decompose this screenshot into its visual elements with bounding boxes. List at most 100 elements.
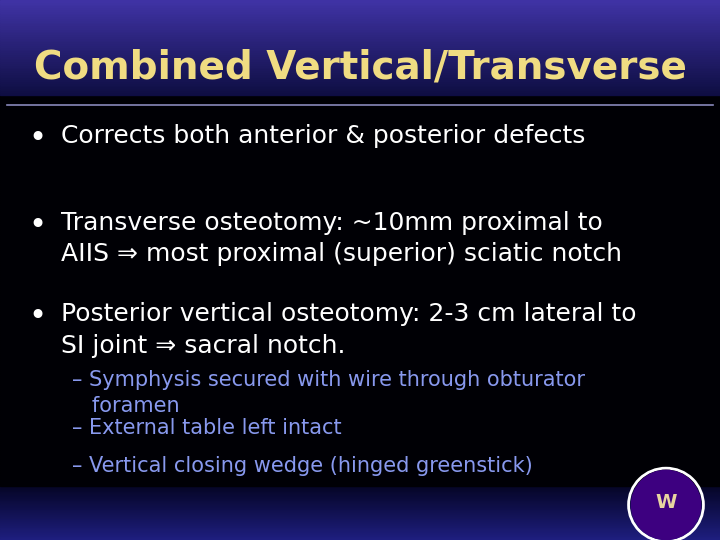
Bar bbox=[0, 427, 720, 428]
Bar bbox=[0, 331, 720, 333]
Bar bbox=[0, 22, 720, 23]
Bar bbox=[0, 27, 720, 29]
Bar bbox=[0, 509, 720, 511]
Bar bbox=[0, 216, 720, 218]
Bar bbox=[0, 286, 720, 288]
Bar bbox=[0, 47, 720, 49]
Bar bbox=[0, 58, 720, 59]
Bar bbox=[0, 297, 720, 299]
Bar bbox=[0, 32, 720, 34]
Bar bbox=[0, 279, 720, 281]
Bar bbox=[0, 423, 720, 425]
Bar bbox=[0, 65, 720, 66]
Bar bbox=[0, 178, 720, 180]
Bar bbox=[0, 147, 720, 150]
Bar bbox=[0, 339, 720, 340]
Bar bbox=[0, 301, 720, 302]
Text: – Symphysis secured with wire through obturator
   foramen: – Symphysis secured with wire through ob… bbox=[72, 370, 585, 415]
Bar bbox=[0, 317, 720, 319]
Bar bbox=[0, 434, 720, 436]
Bar bbox=[0, 31, 720, 32]
Bar bbox=[0, 367, 720, 369]
Bar bbox=[0, 477, 720, 479]
Bar bbox=[0, 164, 720, 166]
Bar bbox=[0, 88, 720, 90]
Bar bbox=[0, 312, 720, 313]
Text: •: • bbox=[29, 302, 47, 332]
Bar bbox=[0, 166, 720, 167]
Bar bbox=[0, 236, 720, 238]
Bar bbox=[0, 70, 720, 72]
Bar bbox=[0, 360, 720, 362]
Bar bbox=[0, 211, 720, 212]
Bar bbox=[0, 376, 720, 378]
Bar bbox=[0, 393, 720, 394]
Bar bbox=[0, 290, 720, 292]
Bar bbox=[0, 12, 720, 15]
Bar bbox=[0, 302, 720, 304]
Bar bbox=[0, 97, 720, 99]
Bar bbox=[0, 385, 720, 387]
Bar bbox=[0, 263, 720, 265]
Bar bbox=[0, 333, 720, 335]
Bar bbox=[0, 531, 720, 533]
Bar bbox=[0, 7, 720, 9]
Bar bbox=[0, 227, 720, 228]
Bar bbox=[0, 221, 720, 223]
Bar bbox=[0, 437, 720, 439]
Text: •: • bbox=[29, 211, 47, 240]
Bar bbox=[0, 309, 720, 312]
Bar bbox=[0, 482, 720, 484]
Text: Corrects both anterior & posterior defects: Corrects both anterior & posterior defec… bbox=[61, 124, 585, 148]
Bar bbox=[0, 491, 720, 493]
Bar bbox=[0, 266, 720, 268]
Bar bbox=[0, 497, 720, 498]
Bar bbox=[0, 79, 720, 81]
Bar bbox=[0, 344, 720, 346]
Bar bbox=[0, 403, 720, 405]
Bar bbox=[0, 18, 720, 20]
Bar bbox=[0, 498, 720, 501]
Bar bbox=[0, 247, 720, 248]
Bar bbox=[0, 425, 720, 427]
Bar bbox=[0, 452, 720, 454]
Bar bbox=[0, 520, 720, 522]
Bar bbox=[0, 106, 720, 108]
Bar bbox=[0, 362, 720, 363]
Bar bbox=[0, 254, 720, 255]
Bar bbox=[0, 173, 720, 174]
Bar bbox=[0, 137, 720, 139]
Bar bbox=[0, 205, 720, 207]
Bar bbox=[0, 394, 720, 396]
Bar bbox=[0, 324, 720, 326]
Bar bbox=[0, 366, 720, 367]
Bar bbox=[0, 85, 720, 86]
Bar bbox=[0, 223, 720, 225]
Bar bbox=[0, 252, 720, 254]
Bar bbox=[0, 329, 720, 331]
Bar bbox=[0, 464, 720, 466]
Bar bbox=[0, 488, 720, 490]
Bar bbox=[0, 459, 720, 461]
Bar bbox=[0, 239, 720, 241]
Text: Transverse osteotomy: ~10mm proximal to
AIIS ⇒ most proximal (superior) sciatic : Transverse osteotomy: ~10mm proximal to … bbox=[61, 211, 622, 266]
Bar bbox=[0, 193, 720, 194]
Bar bbox=[0, 5, 720, 7]
Bar bbox=[0, 288, 720, 290]
Bar bbox=[0, 371, 720, 373]
Bar bbox=[0, 299, 720, 301]
Bar bbox=[0, 184, 720, 185]
Bar bbox=[0, 90, 720, 92]
Bar bbox=[0, 158, 720, 160]
Bar bbox=[0, 150, 720, 151]
Bar bbox=[0, 511, 720, 513]
Bar bbox=[0, 25, 720, 27]
Bar bbox=[0, 61, 720, 63]
Bar bbox=[0, 52, 720, 54]
Bar bbox=[0, 63, 720, 65]
Bar bbox=[0, 234, 720, 236]
Bar bbox=[0, 101, 720, 103]
Bar bbox=[0, 231, 720, 232]
Bar bbox=[0, 340, 720, 342]
Bar bbox=[0, 349, 720, 351]
